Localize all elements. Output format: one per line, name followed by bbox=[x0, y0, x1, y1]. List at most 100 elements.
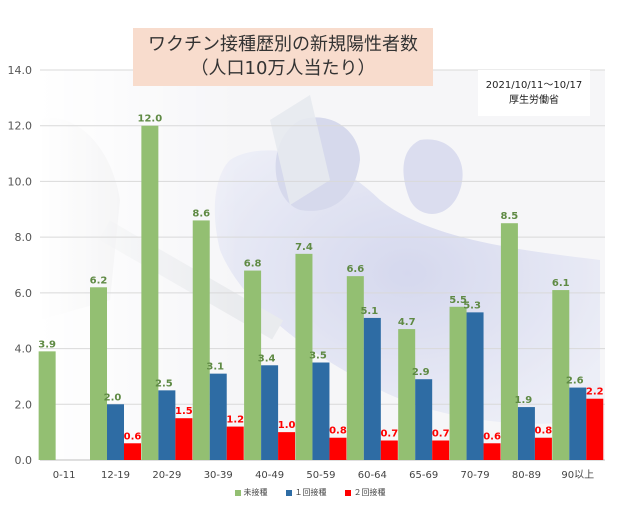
bars bbox=[38, 125, 604, 460]
bar-two-dose bbox=[534, 437, 552, 460]
data-label: 7.4 bbox=[295, 242, 313, 253]
data-label: 2.0 bbox=[104, 392, 122, 403]
bar-two-dose bbox=[124, 443, 142, 460]
source-label: 厚生労働省 bbox=[509, 95, 559, 106]
bar-two-dose bbox=[432, 440, 450, 460]
data-label: 1.5 bbox=[175, 406, 193, 417]
data-label: 8.6 bbox=[192, 208, 210, 219]
bar-one-dose bbox=[158, 390, 176, 460]
bar-two-dose bbox=[483, 443, 501, 460]
data-label: 5.1 bbox=[360, 306, 378, 317]
data-label: 2.6 bbox=[566, 376, 584, 387]
data-label: 0.6 bbox=[483, 431, 501, 442]
bar-one-dose bbox=[107, 404, 125, 460]
legend-label-unvaccinated: 未接種 bbox=[243, 488, 268, 497]
bar-one-dose bbox=[415, 379, 433, 460]
data-label: 8.5 bbox=[501, 211, 519, 222]
data-label: 1.9 bbox=[515, 395, 533, 406]
bar-one-dose bbox=[209, 373, 227, 460]
x-tick-label: 12-19 bbox=[101, 470, 130, 481]
source-note: 2021/10/11～10/17 厚生労働省 bbox=[478, 70, 590, 116]
bar-unvaccinated bbox=[449, 306, 467, 460]
x-tick-label: 20-29 bbox=[152, 470, 181, 481]
y-tick-label: 14.0 bbox=[8, 64, 33, 77]
data-label: 0.7 bbox=[380, 429, 398, 440]
data-label: 5.5 bbox=[449, 295, 467, 306]
data-label: 0.6 bbox=[124, 431, 142, 442]
data-label: 4.7 bbox=[398, 317, 416, 328]
y-tick-label: 4.0 bbox=[15, 343, 33, 356]
x-tick-label: 90以上 bbox=[561, 469, 594, 481]
data-label: 3.9 bbox=[38, 339, 56, 350]
data-label: 2.9 bbox=[412, 367, 430, 378]
bar-unvaccinated bbox=[141, 125, 159, 460]
bar-two-dose bbox=[226, 426, 244, 460]
bar-two-dose bbox=[278, 432, 296, 460]
bar-one-dose bbox=[261, 365, 279, 460]
bar-unvaccinated bbox=[38, 351, 56, 460]
bar-one-dose bbox=[363, 317, 381, 460]
data-labels: 3.9 6.2 2.0 0.6 12.0 2.5 1.5 8.6 3.1 1.2 6.8 3.4 1.0… bbox=[38, 114, 603, 443]
x-axis: 0-11 12-19 20-29 30-39 40-49 50-59 60-64 65-69 7… bbox=[40, 459, 605, 481]
bar-unvaccinated bbox=[295, 253, 313, 460]
data-label: 6.2 bbox=[90, 275, 108, 286]
bar-unvaccinated bbox=[244, 270, 262, 460]
bar-unvaccinated bbox=[552, 290, 570, 460]
data-label: 6.6 bbox=[346, 264, 364, 275]
chart-title-line2: （人口10万人当たり） bbox=[190, 58, 376, 79]
legend-item-unvaccinated: 未接種 bbox=[234, 487, 268, 498]
y-tick-label: 12.0 bbox=[8, 120, 33, 133]
legend-swatch-two-dose bbox=[344, 489, 351, 496]
y-tick-label: 8.0 bbox=[15, 231, 33, 244]
legend-label-one-dose: １回接種 bbox=[294, 488, 327, 497]
bar-two-dose bbox=[175, 418, 193, 460]
y-tick-label: 2.0 bbox=[15, 398, 33, 411]
x-tick-label: 50-59 bbox=[306, 470, 335, 481]
bar-two-dose bbox=[586, 398, 604, 460]
data-label: 3.5 bbox=[309, 351, 327, 362]
data-label: 5.3 bbox=[463, 300, 481, 311]
y-tick-label: 10.0 bbox=[8, 175, 33, 188]
data-label: 3.4 bbox=[258, 353, 276, 364]
data-label: 3.1 bbox=[206, 362, 224, 373]
bar-one-dose bbox=[569, 387, 587, 460]
y-tick-label: 0.0 bbox=[15, 454, 33, 467]
data-label: 0.8 bbox=[329, 426, 347, 437]
data-label: 0.8 bbox=[535, 426, 553, 437]
bar-unvaccinated bbox=[90, 287, 108, 460]
y-tick-label: 6.0 bbox=[15, 287, 33, 300]
chart-title-line1: ワクチン接種歴別の新規陽性者数 bbox=[148, 34, 418, 55]
legend-label-two-dose: ２回接種 bbox=[353, 488, 386, 497]
data-label: 2.5 bbox=[155, 378, 173, 389]
data-label: 12.0 bbox=[138, 114, 163, 125]
data-label: 6.8 bbox=[244, 259, 262, 270]
x-tick-label: 80-89 bbox=[512, 470, 541, 481]
legend-swatch-one-dose bbox=[285, 489, 292, 496]
bar-one-dose bbox=[517, 407, 535, 460]
data-label: 1.2 bbox=[226, 415, 244, 426]
data-label: 1.0 bbox=[278, 420, 296, 431]
legend-item-one-dose: １回接種 bbox=[285, 487, 327, 498]
x-tick-label: 40-49 bbox=[255, 470, 284, 481]
bar-one-dose bbox=[312, 362, 330, 460]
bar-two-dose bbox=[329, 437, 347, 460]
period-label: 2021/10/11～10/17 bbox=[485, 80, 583, 91]
bar-two-dose bbox=[380, 440, 398, 460]
data-label: 6.1 bbox=[552, 278, 570, 289]
x-tick-label: 30-39 bbox=[204, 470, 233, 481]
legend-item-two-dose: ２回接種 bbox=[344, 487, 386, 498]
bar-one-dose bbox=[466, 312, 484, 460]
legend: 未接種 １回接種 ２回接種 bbox=[0, 487, 620, 498]
data-label: 0.7 bbox=[432, 429, 450, 440]
bar-unvaccinated bbox=[398, 329, 416, 460]
bar-unvaccinated bbox=[192, 220, 210, 460]
legend-swatch-unvaccinated bbox=[234, 489, 241, 496]
chart-title: ワクチン接種歴別の新規陽性者数 （人口10万人当たり） bbox=[133, 28, 433, 86]
data-label: 2.2 bbox=[586, 387, 604, 398]
x-tick-label: 0-11 bbox=[53, 470, 76, 481]
x-tick-label: 65-69 bbox=[409, 470, 438, 481]
bar-unvaccinated bbox=[500, 223, 518, 460]
x-tick-label: 70-79 bbox=[461, 470, 490, 481]
x-tick-label: 60-64 bbox=[358, 470, 387, 481]
